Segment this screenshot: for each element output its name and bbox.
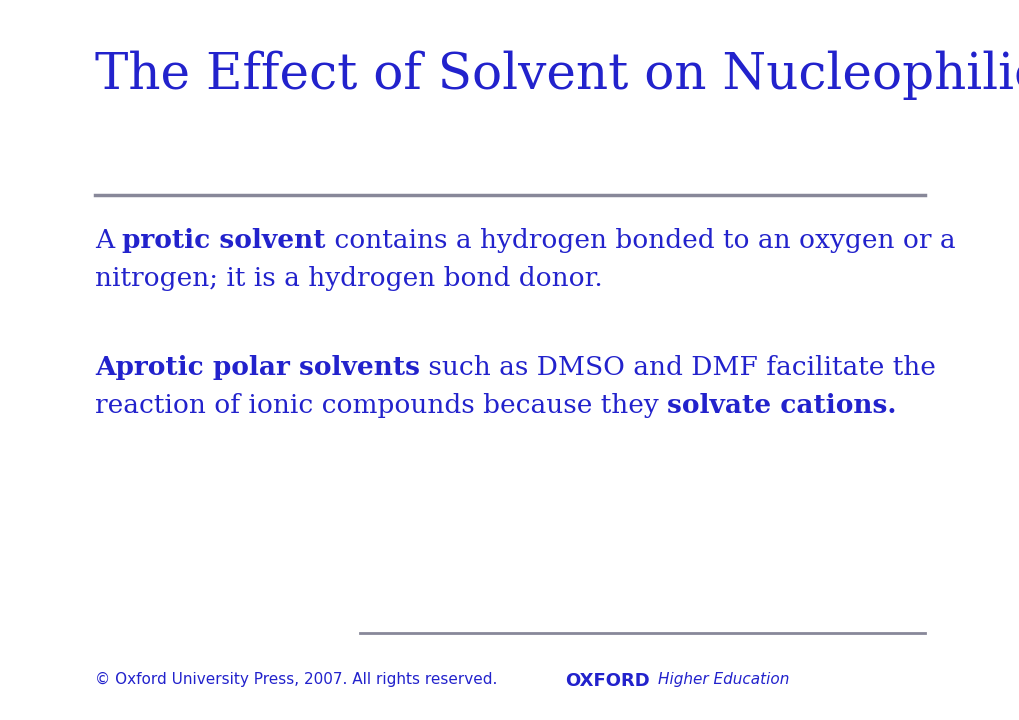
Text: Aprotic polar solvents: Aprotic polar solvents [95, 355, 420, 380]
Text: protic solvent: protic solvent [122, 228, 326, 253]
Text: contains a hydrogen bonded to an oxygen or a: contains a hydrogen bonded to an oxygen … [326, 228, 955, 253]
Text: such as DMSO and DMF facilitate the: such as DMSO and DMF facilitate the [420, 355, 935, 380]
Text: The Effect of Solvent on Nucleophilicity: The Effect of Solvent on Nucleophilicity [95, 50, 1019, 100]
Text: solvate cations.: solvate cations. [666, 393, 896, 418]
Text: © Oxford University Press, 2007. All rights reserved.: © Oxford University Press, 2007. All rig… [95, 672, 497, 687]
Text: A: A [95, 228, 122, 253]
Text: reaction of ionic compounds because they: reaction of ionic compounds because they [95, 393, 666, 418]
Text: Higher Education: Higher Education [657, 672, 789, 687]
Text: nitrogen; it is a hydrogen bond donor.: nitrogen; it is a hydrogen bond donor. [95, 266, 602, 291]
Text: OXFORD: OXFORD [565, 672, 649, 690]
